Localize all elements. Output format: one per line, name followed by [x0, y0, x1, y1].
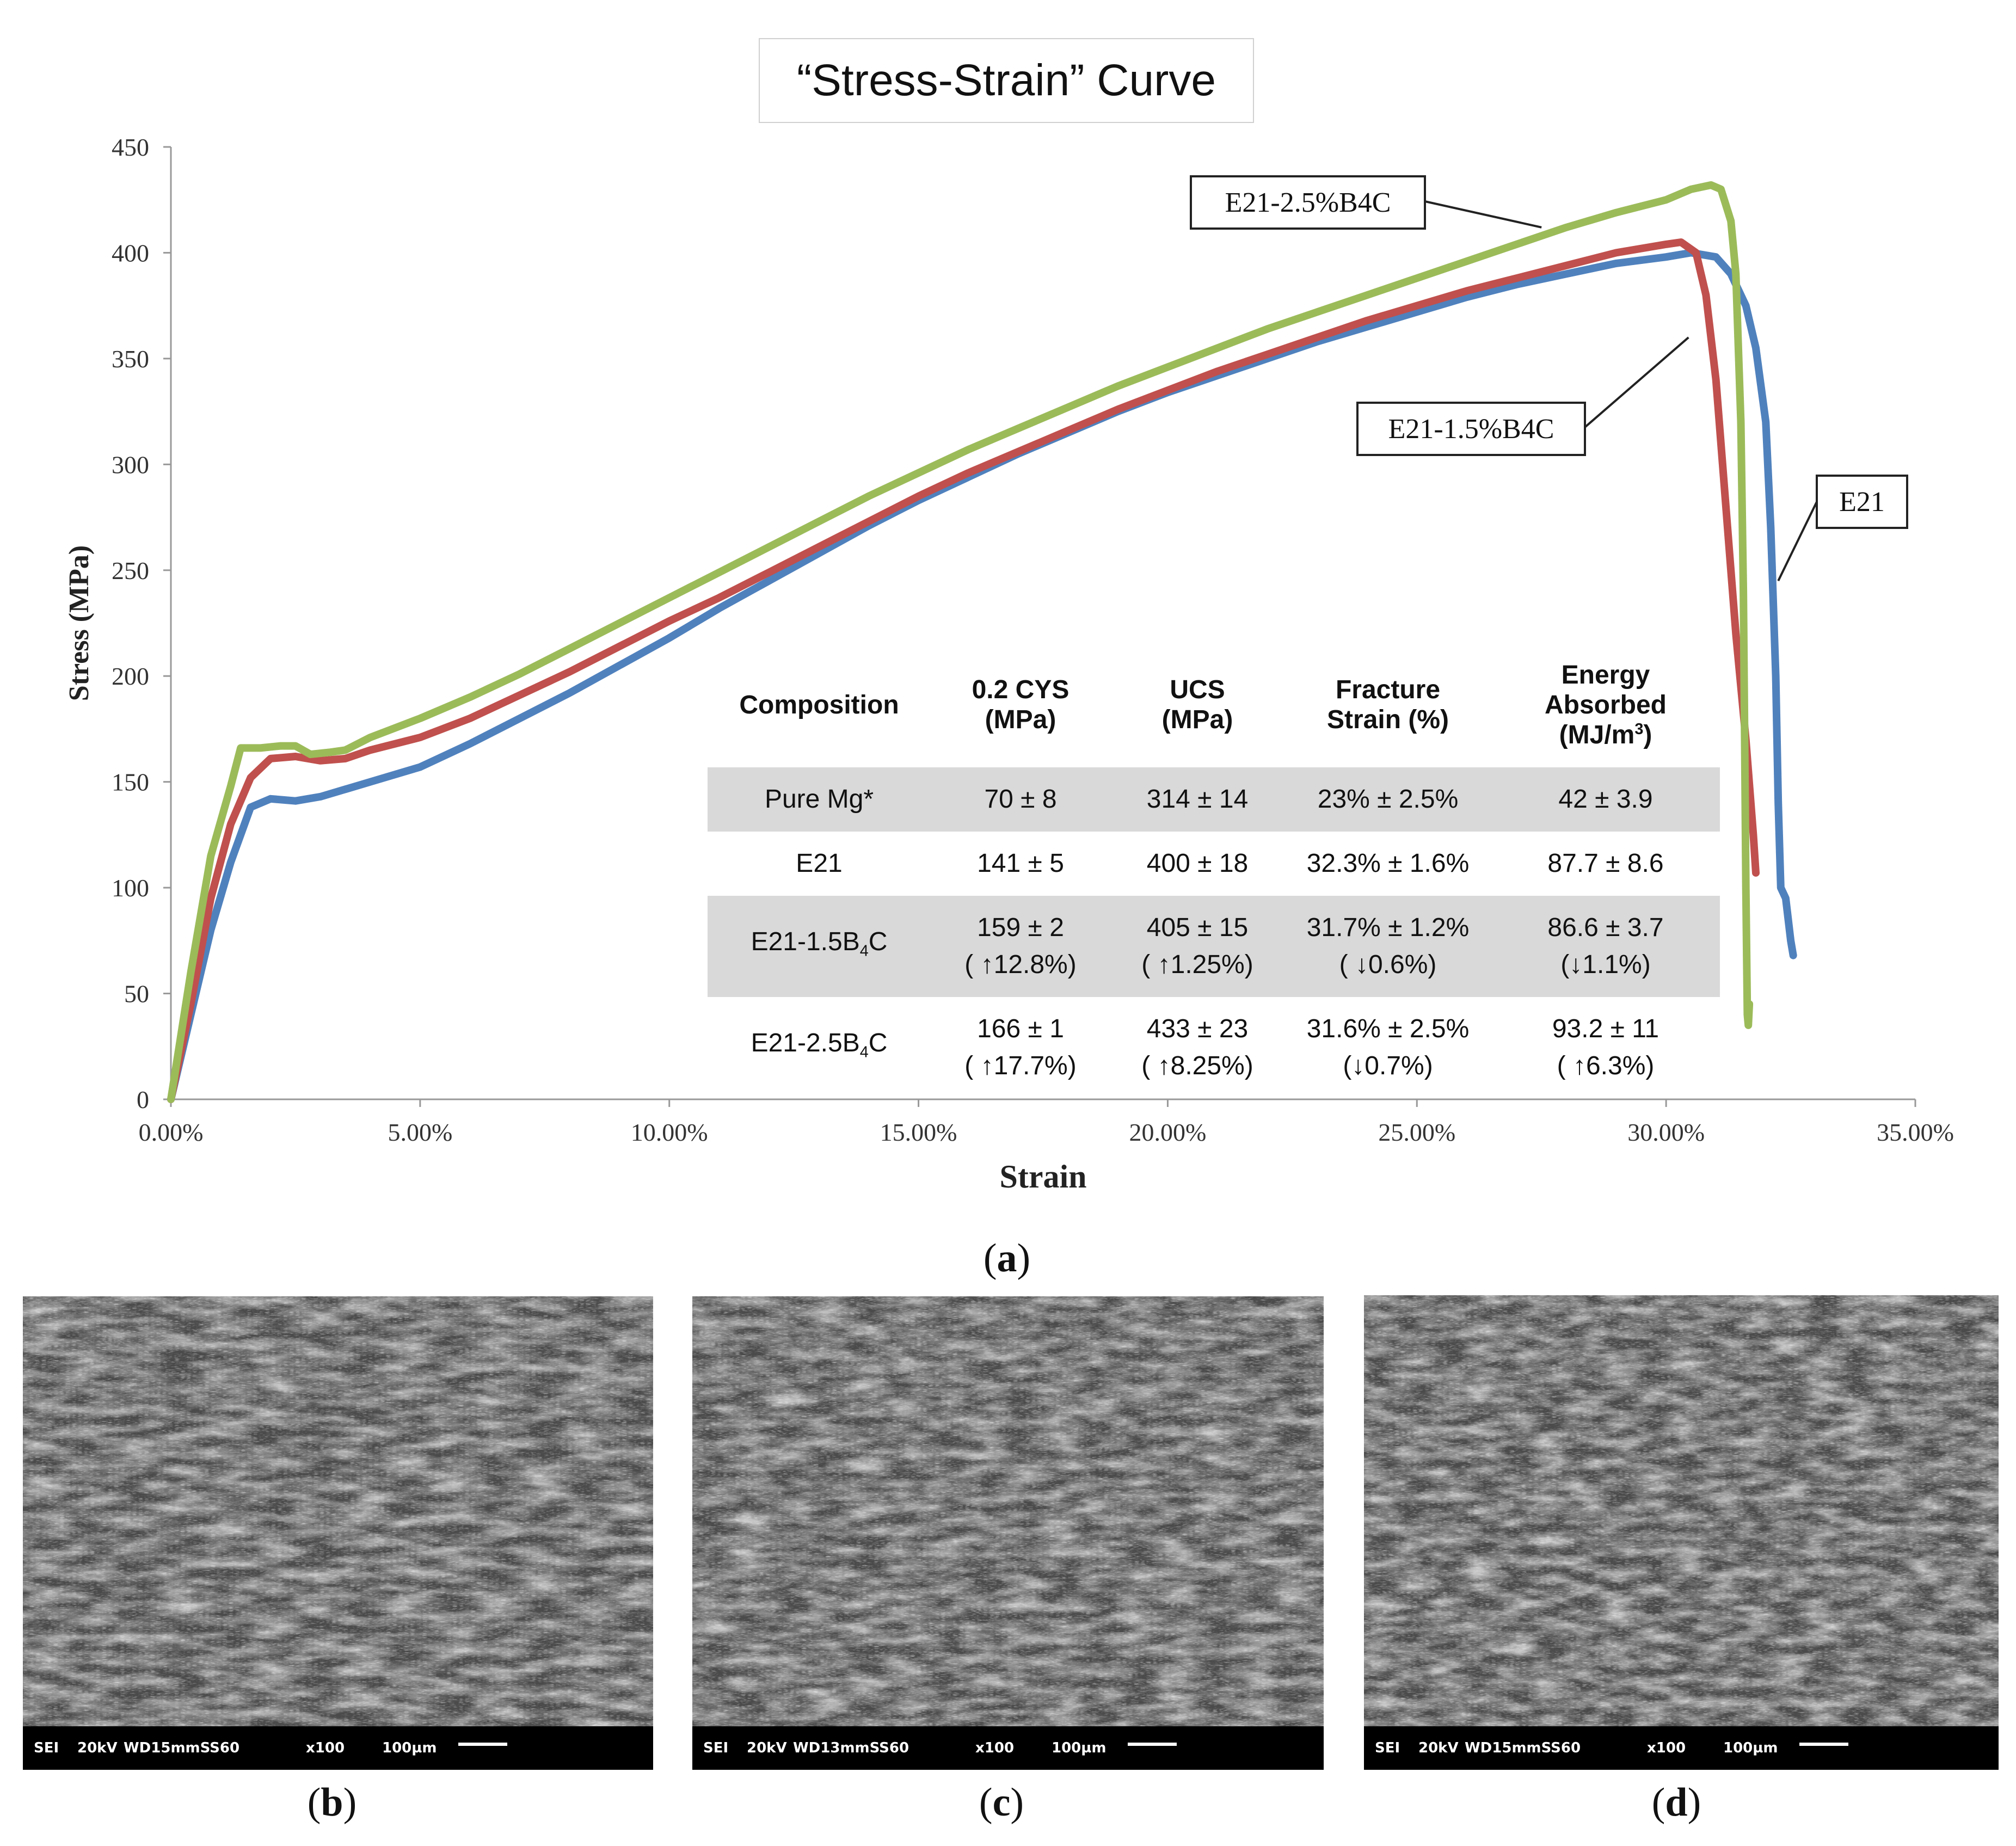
header-ucs: UCS (MPa)	[1161, 675, 1233, 734]
sem-scale-bar	[1799, 1743, 1848, 1746]
x-axis-label: Strain	[999, 1159, 1086, 1195]
y-tick-label: 300	[112, 451, 149, 478]
callout-e21-label: E21	[1839, 487, 1885, 518]
y-tick-label: 0	[137, 1086, 149, 1113]
callout-e21-leader	[1777, 501, 1818, 582]
fracture-surface-image	[1364, 1295, 1999, 1726]
sem-scale-text: 100µm	[382, 1740, 437, 1756]
chart-title: “Stress-Strain” Curve	[759, 38, 1254, 123]
table-row: Pure Mg* 70 ± 8 314 ± 14 23% ± 2.5% 42 ± 3.9	[708, 767, 1720, 832]
cell-cys: 70 ± 8	[931, 767, 1110, 832]
y-tick-label: 50	[124, 980, 149, 1008]
cell-cys: 166 ± 1( ↑17.7%)	[964, 1014, 1077, 1080]
sem-wd-text: WD15mmSS60	[1465, 1740, 1581, 1756]
sem-scale-text: 100µm	[1723, 1740, 1778, 1756]
sem-kv-text: 20kV	[1418, 1740, 1459, 1756]
sem-info-bar: SEI 20kV WD15mmSS60 x100 100µm	[1364, 1726, 1999, 1770]
callout-e21-2-5b4c-box	[1190, 175, 1426, 230]
sem-mode-text: SEI	[1375, 1740, 1400, 1756]
sem-fractograph-d: SEI 20kV WD15mmSS60 x100 100µm	[1364, 1295, 1999, 1770]
cell-composition: E21-1.5B4C	[708, 896, 931, 997]
sem-fractograph-b: SEI 20kV WD15mmSS60 x100 100µm	[23, 1296, 653, 1770]
cell-energy-absorbed: 86.6 ± 3.7 (↓1.1%)	[1491, 896, 1720, 997]
table-row: E21-1.5B4C 159 ± 2( ↑12.8%) 405 ± 15( ↑1.2…	[708, 896, 1720, 997]
header-energy-absorbed: Energy Absorbed (MJ/m3)	[1544, 660, 1667, 749]
callout-e21-2-5b4c-label: E21-2.5%B4C	[1225, 187, 1391, 218]
header-cys: 0.2 CYS (MPa)	[972, 675, 1070, 734]
y-tick-label: 150	[112, 768, 149, 796]
sem-info-bar: SEI 20kV WD15mmSS60 x100 100µm	[23, 1726, 653, 1770]
sem-mag-text: x100	[975, 1740, 1015, 1756]
cell-fracture-strain: 23% ± 2.5%	[1284, 767, 1491, 832]
properties-table: Composition 0.2 CYS (MPa) UCS (MPa) Fractu…	[708, 642, 1720, 1098]
y-tick-label: 100	[112, 874, 149, 902]
callout-e21-1-5b4c-label: E21-1.5%B4C	[1388, 414, 1554, 445]
sem-fractograph-c: SEI 20kV WD13mmSS60 x100 100µm	[692, 1296, 1324, 1770]
stress-strain-chart: 0 50 100 150 200 250 300 350 400 450 0.00% 5.00% 10.…	[64, 133, 1954, 1195]
y-tick-label: 350	[112, 345, 149, 373]
sem-kv-text: 20kV	[747, 1740, 787, 1756]
callout-e21-box	[1816, 475, 1908, 529]
series-line-e21-2-5-b4c	[167, 181, 1754, 1103]
sem-mag-text: x100	[1647, 1740, 1686, 1756]
header-composition: Composition	[739, 690, 899, 719]
x-tick-label: 0.00%	[139, 1118, 204, 1146]
y-tick-label: 400	[112, 239, 149, 267]
cell-energy-absorbed: 93.2 ± 11( ↑6.3%)	[1552, 1014, 1659, 1080]
x-tick-label: 5.00%	[388, 1118, 452, 1146]
cell-ucs: 405 ± 15( ↑1.25%)	[1110, 896, 1284, 997]
y-tick-label: 450	[112, 133, 149, 161]
sem-mag-text: x100	[306, 1740, 345, 1756]
cell-fracture-strain: 31.6% ± 2.5% (↓0.7%)	[1306, 1014, 1470, 1080]
sem-scale-text: 100µm	[1052, 1740, 1107, 1756]
cell-cys: 141 ± 5	[977, 849, 1064, 878]
sem-wd-text: WD13mmSS60	[793, 1740, 909, 1756]
cell-ucs: 400 ± 18	[1146, 849, 1249, 878]
x-tick-label: 20.00%	[1129, 1118, 1207, 1146]
x-tick-label: 15.00%	[880, 1118, 957, 1146]
cell-ucs: 433 ± 23( ↑8.25%)	[1141, 1014, 1253, 1080]
panel-label-b: (b)	[307, 1780, 357, 1825]
fracture-surface-image	[23, 1296, 653, 1726]
cell-fracture-strain: 31.7% ± 1.2%( ↓0.6%)	[1284, 896, 1491, 997]
panel-label-a: (a)	[983, 1236, 1031, 1281]
sem-mode-text: SEI	[703, 1740, 729, 1756]
header-fracture-strain: Fracture Strain (%)	[1326, 675, 1449, 734]
sem-kv-text: 20kV	[77, 1740, 118, 1756]
cell-composition: Pure Mg*	[708, 767, 931, 832]
y-tick-label: 200	[112, 662, 149, 690]
y-tick-label: 250	[112, 557, 149, 584]
panel-label-c: (c)	[979, 1780, 1024, 1825]
sem-mode-text: SEI	[34, 1740, 59, 1756]
callout-e21-1-5b4c-leader	[1584, 336, 1689, 428]
cell-energy-absorbed: 87.7 ± 8.6	[1547, 849, 1664, 878]
cell-energy-absorbed: 42 ± 3.9	[1491, 767, 1720, 832]
panel-label-d: (d)	[1651, 1780, 1701, 1825]
callout-e21-2-5b4c-leader	[1424, 200, 1542, 229]
x-tick-label: 35.00%	[1877, 1118, 1954, 1146]
cell-composition: E21-2.5B4C	[751, 1028, 888, 1061]
series-line-e21-1-5-b4c	[167, 238, 1760, 1103]
cell-ucs: 314 ± 14	[1110, 767, 1284, 832]
callout-e21-1-5b4c-box	[1356, 402, 1586, 456]
x-tick-label: 10.00%	[631, 1118, 708, 1146]
cell-fracture-strain: 32.3% ± 1.6%	[1306, 849, 1470, 878]
cell-composition: E21	[796, 849, 843, 878]
cell-cys: 159 ± 2( ↑12.8%)	[931, 896, 1110, 997]
x-tick-label: 25.00%	[1378, 1118, 1455, 1146]
sem-scale-bar	[458, 1743, 507, 1746]
sem-wd-text: WD15mmSS60	[124, 1740, 240, 1756]
fracture-surface-image	[692, 1296, 1324, 1726]
x-tick-label: 30.00%	[1627, 1118, 1705, 1146]
sem-scale-bar	[1128, 1743, 1177, 1746]
table-row: E21 141 ± 5 400 ± 18 32.3% ± 1.6% 87.7 ± 8.6	[708, 832, 1720, 896]
y-axis-label: Stress (MPa)	[64, 545, 95, 701]
sem-info-bar: SEI 20kV WD13mmSS60 x100 100µm	[692, 1726, 1324, 1770]
table-header-row: Composition 0.2 CYS (MPa) UCS (MPa) Fractu…	[708, 642, 1720, 767]
table-row: E21-2.5B4C 166 ± 1( ↑17.7%) 433 ± 23( ↑8.2…	[708, 997, 1720, 1098]
